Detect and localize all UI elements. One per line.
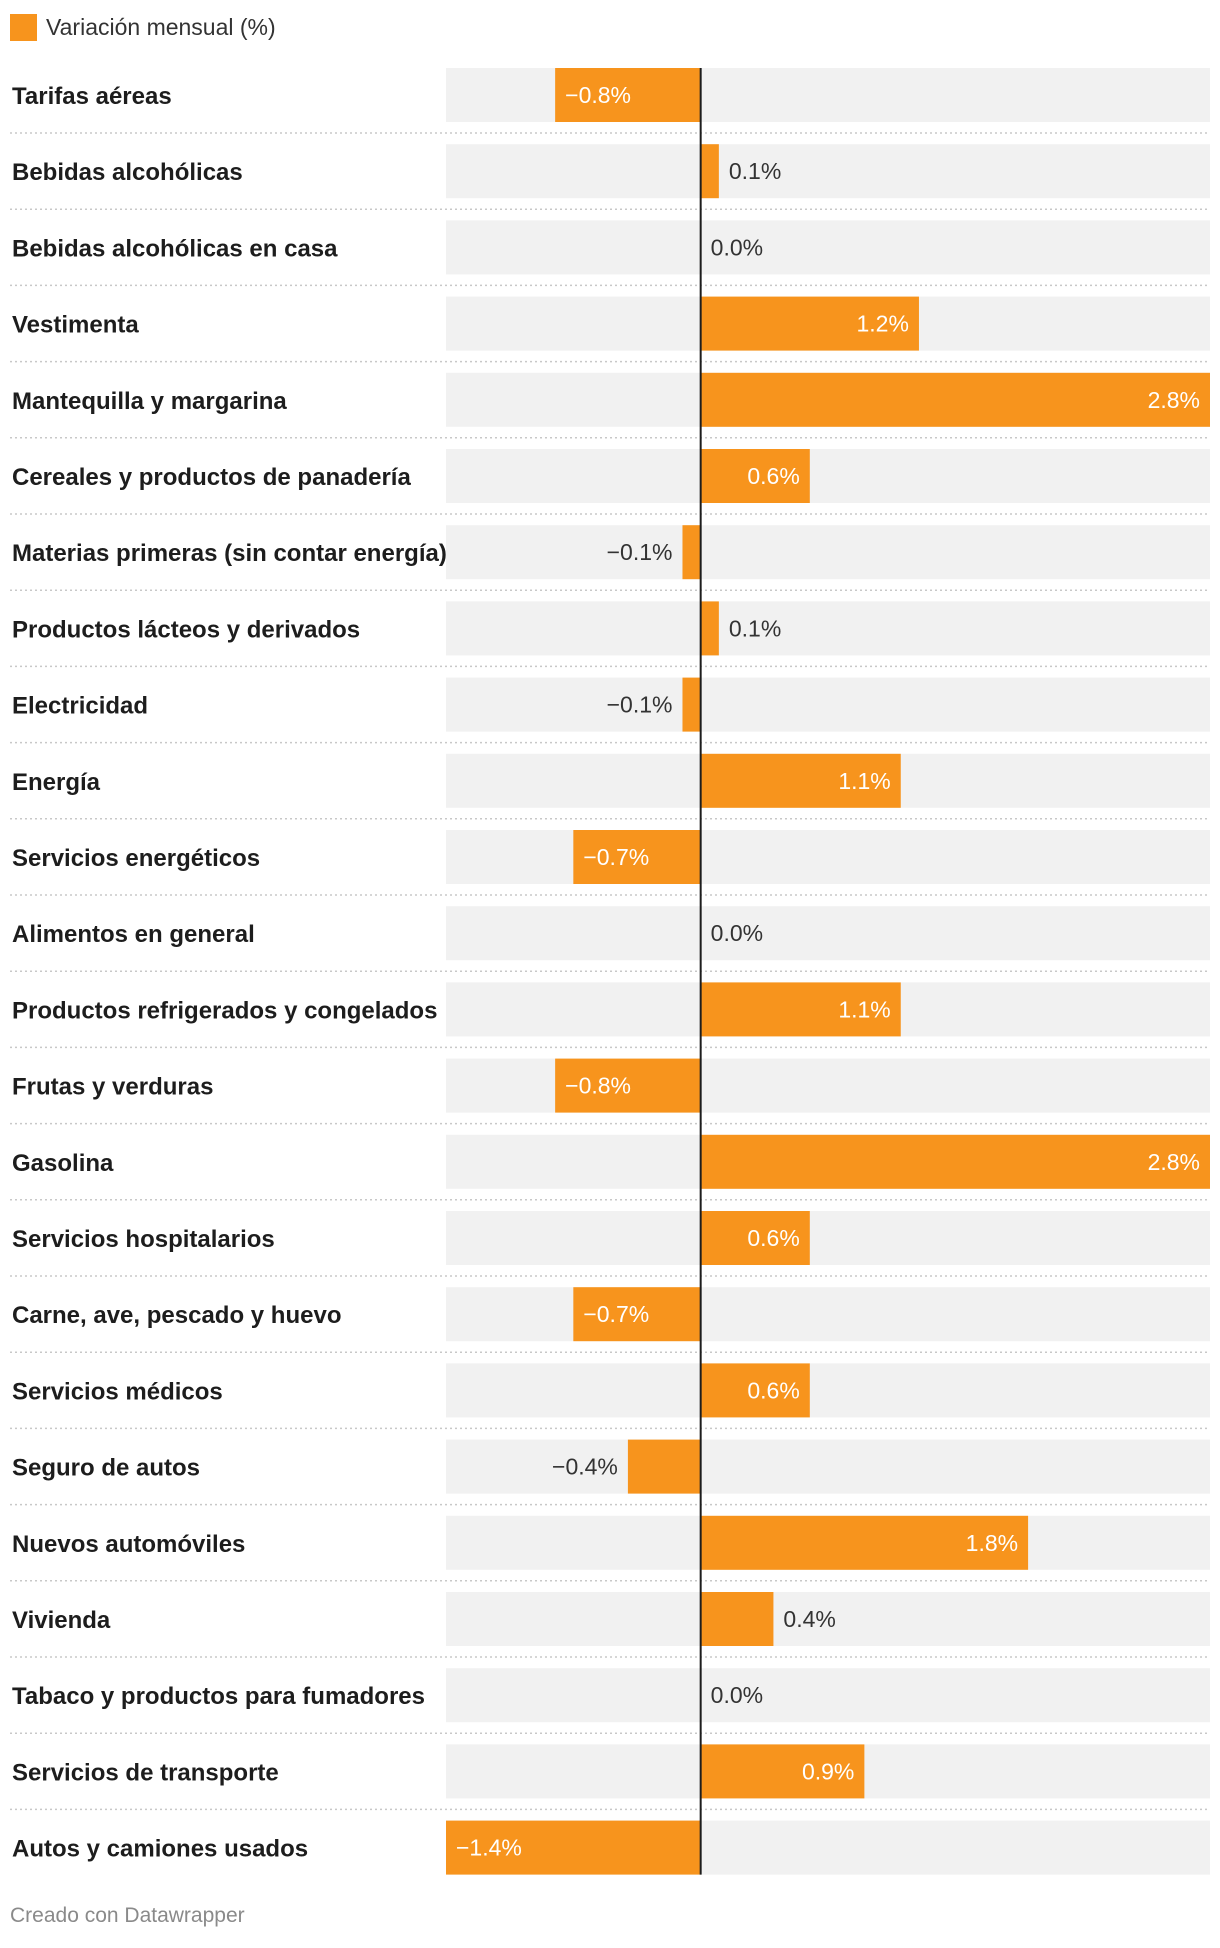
- value-label: −0.8%: [565, 82, 631, 108]
- row-background: [446, 830, 1210, 884]
- chart-legend: Variación mensual (%): [10, 12, 276, 42]
- category-label: Seguro de autos: [12, 1455, 200, 1482]
- category-label: Alimentos en general: [12, 921, 255, 948]
- category-label: Bebidas alcohólicas en casa: [12, 235, 338, 262]
- bar: [700, 601, 719, 656]
- bar: [700, 753, 901, 808]
- value-label: 0.1%: [729, 615, 781, 641]
- value-label: −0.7%: [583, 844, 649, 870]
- value-label: −1.4%: [456, 1835, 522, 1861]
- row-background: [446, 1211, 1210, 1265]
- category-label: Autos y camiones usados: [12, 1836, 308, 1863]
- value-label: 1.8%: [966, 1530, 1018, 1556]
- category-label: Servicios energéticos: [12, 845, 260, 872]
- value-label: −0.8%: [565, 1073, 631, 1099]
- category-label: Productos refrigerados y congelados: [12, 997, 437, 1024]
- value-label: 0.0%: [711, 234, 763, 260]
- category-label: Nuevos automóviles: [12, 1531, 245, 1558]
- category-label: Vestimenta: [12, 312, 139, 339]
- category-label: Electricidad: [12, 693, 148, 720]
- labels: Tarifas aéreas −0.8% Bebidas alcohólicas 0.…: [12, 82, 1200, 1863]
- bar: [682, 677, 701, 732]
- value-label: 0.0%: [711, 1682, 763, 1708]
- category-label: Gasolina: [12, 1150, 114, 1177]
- value-label: 0.9%: [802, 1758, 854, 1784]
- category-label: Tarifas aéreas: [12, 83, 172, 110]
- bar: [700, 1744, 865, 1799]
- row-background: [446, 1287, 1210, 1342]
- row-background: [446, 525, 1210, 580]
- bar: [700, 1515, 1029, 1570]
- bar: [555, 68, 701, 122]
- bars: [446, 68, 1210, 1875]
- category-label: Mantequilla y margarina: [12, 388, 287, 415]
- value-label: 2.8%: [1148, 387, 1200, 413]
- bar: [700, 372, 1210, 427]
- value-label: −0.4%: [552, 1454, 618, 1480]
- category-label: Servicios médicos: [12, 1378, 223, 1405]
- value-label: −0.7%: [583, 1301, 649, 1327]
- bar: [700, 144, 719, 199]
- category-label: Servicios hospitalarios: [12, 1226, 275, 1253]
- category-label: Materias primeras (sin contar energía): [12, 540, 447, 567]
- value-label: −0.1%: [607, 692, 673, 718]
- category-label: Cereales y productos de panadería: [12, 464, 411, 491]
- row-background: [446, 449, 1210, 503]
- category-label: Vivienda: [12, 1607, 111, 1634]
- value-label: 0.4%: [783, 1606, 835, 1632]
- bar: [700, 1134, 1210, 1189]
- value-label: 1.2%: [857, 311, 909, 337]
- bar: [682, 525, 701, 580]
- legend-label: Variación mensual (%): [46, 13, 276, 40]
- category-label: Tabaco y productos para fumadores: [12, 1683, 425, 1710]
- bar: [700, 449, 810, 503]
- category-label: Carne, ave, pescado y huevo: [12, 1302, 341, 1329]
- value-label: 0.1%: [729, 158, 781, 184]
- row-background: [446, 677, 1210, 732]
- row-background: [446, 220, 1210, 275]
- value-label: 0.0%: [711, 920, 763, 946]
- bar: [700, 982, 901, 1037]
- legend-swatch: [10, 13, 37, 41]
- bar: [700, 1592, 774, 1646]
- value-label: 2.8%: [1148, 1149, 1200, 1175]
- value-label: 0.6%: [747, 1377, 799, 1403]
- row-backgrounds: [10, 68, 1210, 1875]
- row-background: [446, 1439, 1210, 1494]
- bar: [627, 1439, 701, 1494]
- value-label: 0.6%: [747, 1225, 799, 1251]
- row-background: [446, 601, 1210, 656]
- bar: [555, 1058, 701, 1113]
- bar: [700, 1211, 810, 1265]
- bar: [446, 1820, 701, 1875]
- category-label: Servicios de transporte: [12, 1759, 279, 1786]
- value-label: −0.1%: [607, 539, 673, 565]
- row-background: [446, 906, 1210, 961]
- row-background: [446, 1668, 1210, 1723]
- value-label: 0.6%: [747, 463, 799, 489]
- category-label: Energía: [12, 769, 101, 796]
- row-background: [446, 1363, 1210, 1418]
- value-label: 1.1%: [838, 996, 890, 1022]
- value-label: 1.1%: [838, 768, 890, 794]
- bar: [700, 1363, 810, 1418]
- datawrapper-credit: Creado con Datawrapper: [10, 1904, 245, 1927]
- category-label: Frutas y verduras: [12, 1074, 213, 1101]
- bar: [573, 1287, 701, 1342]
- bar-chart: Tarifas aéreas −0.8% Bebidas alcohólicas 0.…: [10, 68, 1210, 1875]
- row-background: [446, 1592, 1210, 1646]
- bar: [573, 830, 701, 884]
- bar: [700, 296, 919, 351]
- category-label: Productos lácteos y derivados: [12, 616, 360, 643]
- row-background: [446, 144, 1210, 199]
- category-label: Bebidas alcohólicas: [12, 159, 243, 186]
